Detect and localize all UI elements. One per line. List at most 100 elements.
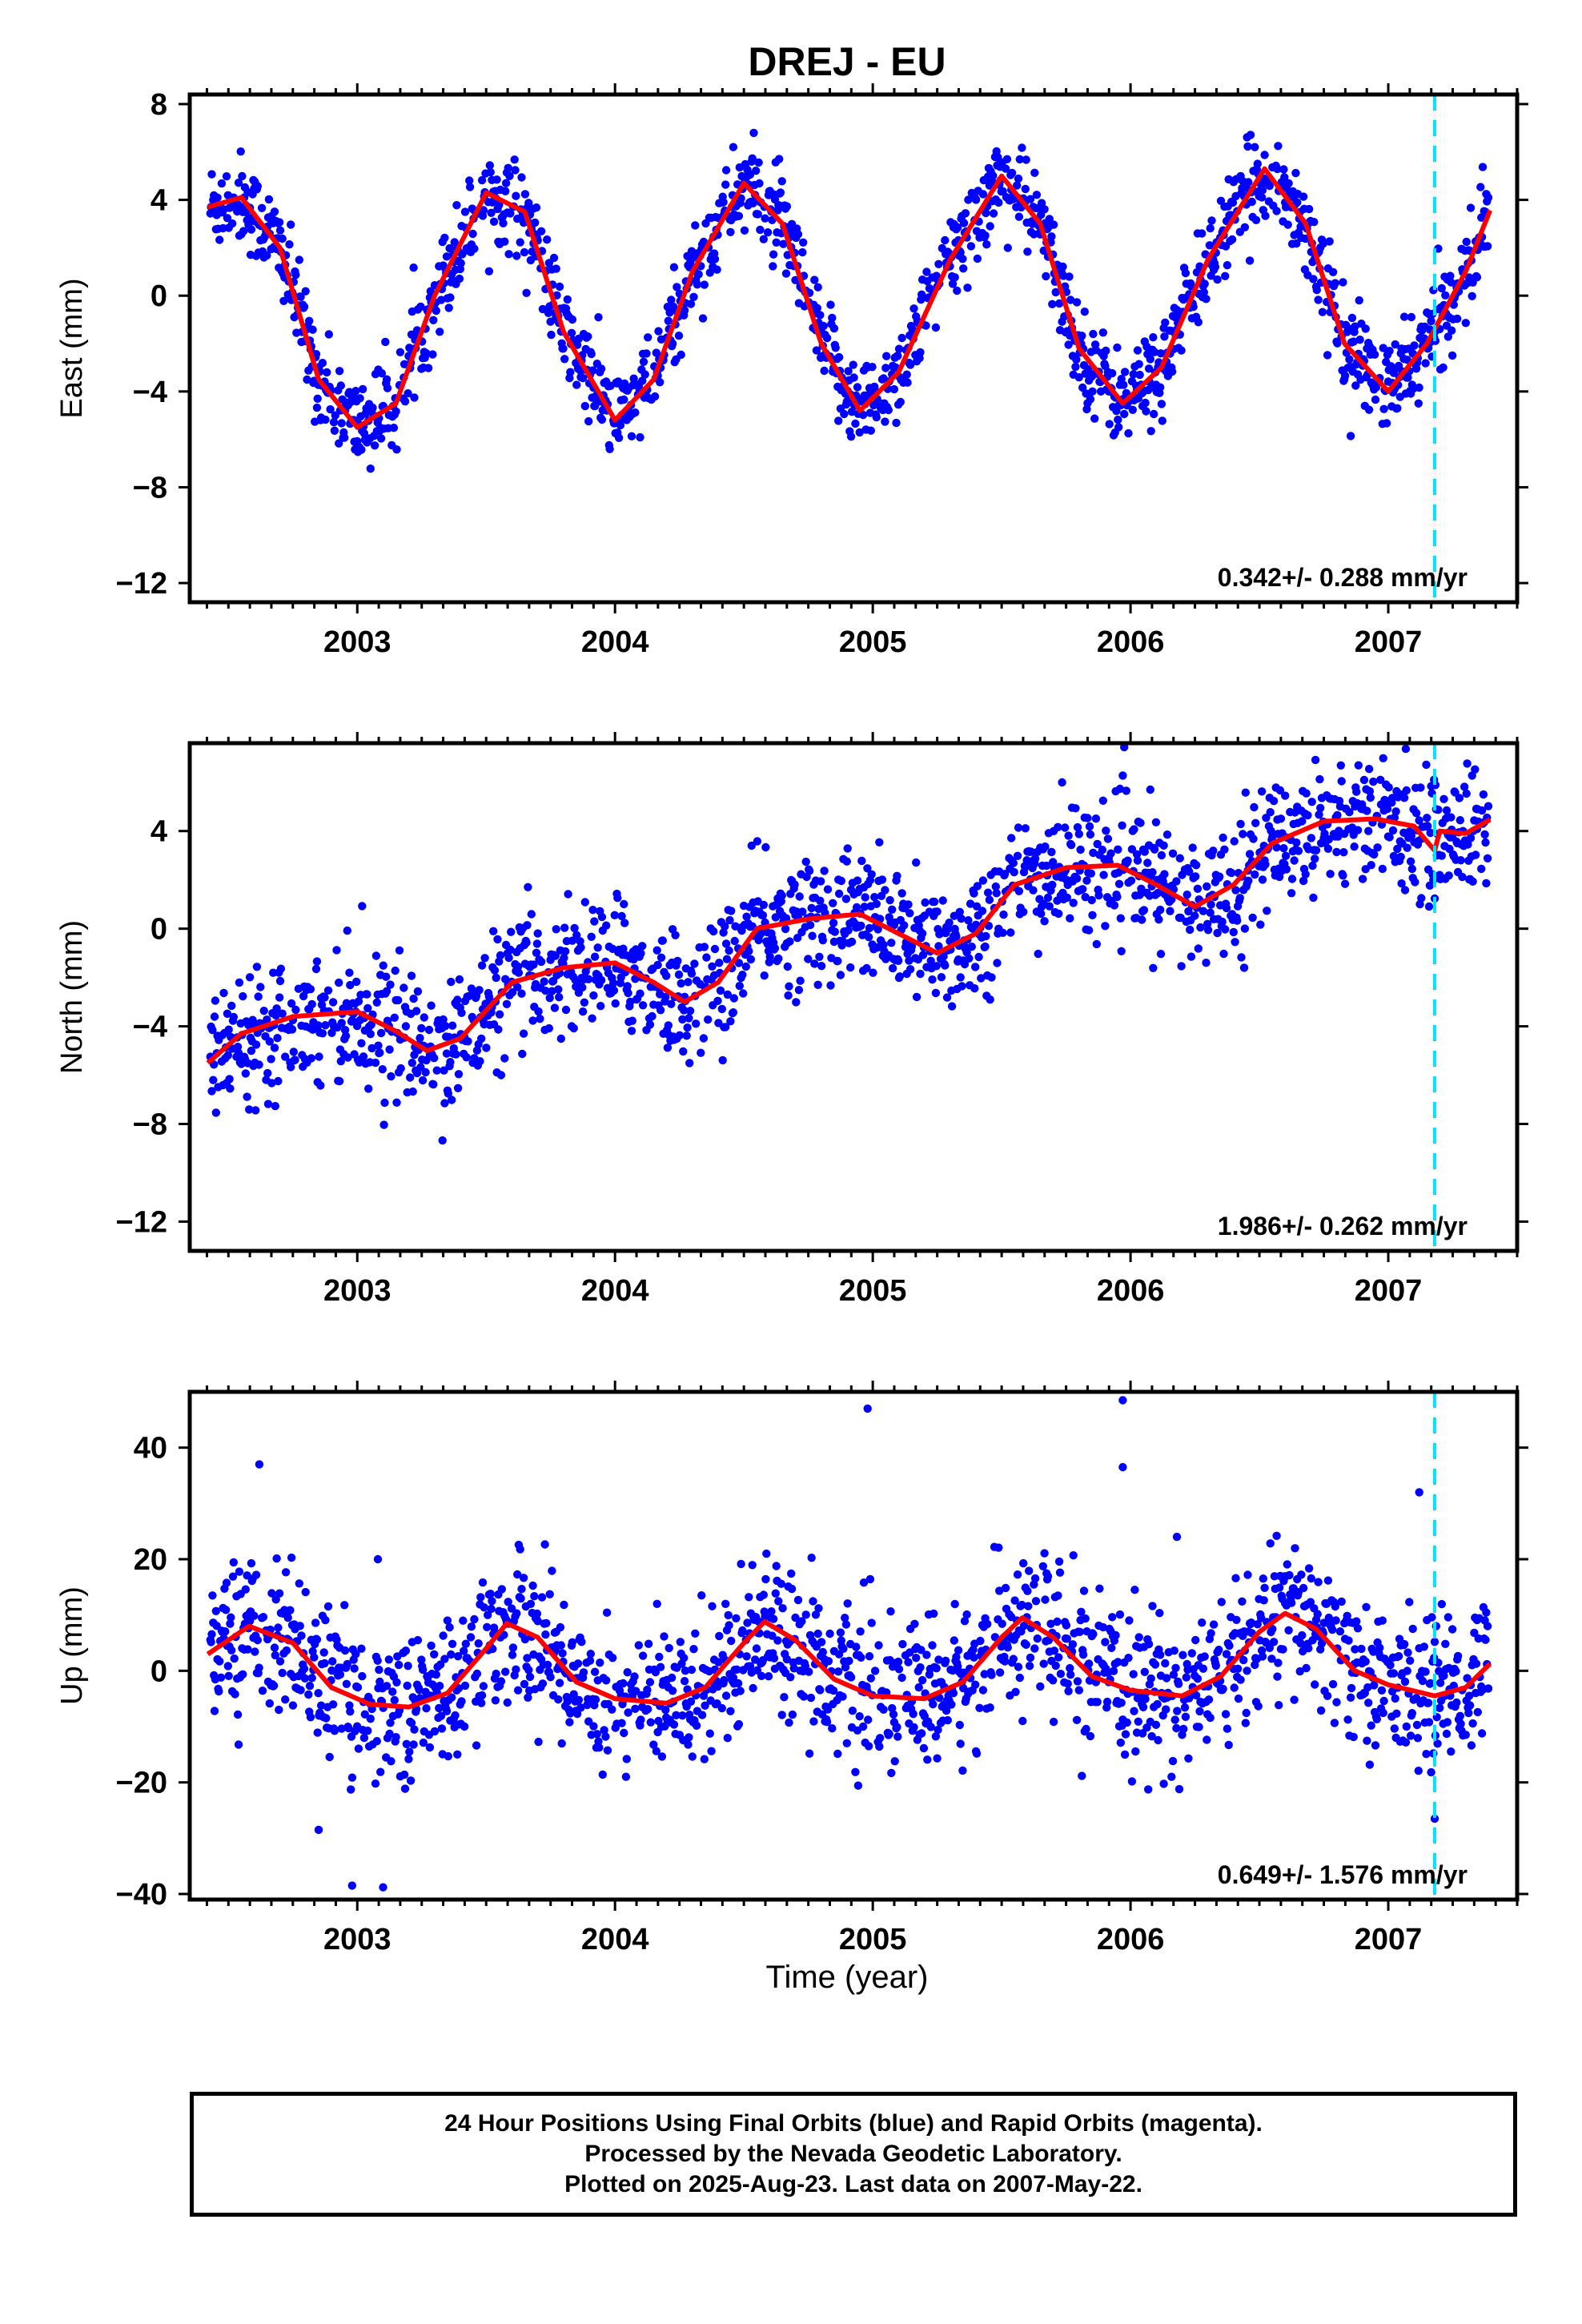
data-point — [1311, 854, 1319, 863]
data-point — [563, 295, 572, 304]
data-point — [1090, 414, 1099, 423]
data-point — [726, 227, 735, 236]
data-point — [1189, 303, 1198, 312]
data-point — [597, 912, 607, 922]
data-point — [1150, 409, 1158, 419]
data-point — [761, 1574, 770, 1584]
data-point — [287, 220, 295, 229]
data-point — [1318, 308, 1327, 316]
data-point — [1089, 1630, 1098, 1638]
data-point — [1460, 782, 1469, 791]
data-point — [890, 1757, 899, 1766]
data-point — [544, 259, 553, 267]
data-point — [745, 1593, 753, 1602]
data-point — [884, 405, 893, 415]
data-point — [254, 992, 263, 1001]
data-point — [337, 1019, 346, 1027]
data-point — [843, 1599, 852, 1608]
data-point — [1049, 1717, 1058, 1727]
data-point — [820, 866, 829, 875]
data-point — [790, 880, 799, 889]
data-point — [636, 949, 645, 958]
data-point — [981, 942, 990, 951]
data-point — [512, 191, 520, 200]
data-points — [206, 1396, 1493, 1892]
data-point — [223, 1009, 232, 1019]
data-point — [723, 990, 732, 999]
data-point — [733, 1679, 743, 1688]
data-point — [417, 1655, 426, 1664]
data-point — [1399, 312, 1409, 321]
data-point — [432, 306, 440, 316]
data-point — [418, 1665, 428, 1675]
data-point — [1105, 420, 1114, 428]
data-point — [866, 1674, 876, 1683]
data-point — [692, 1019, 701, 1028]
data-point — [545, 1590, 554, 1599]
data-point — [247, 1046, 256, 1055]
data-point — [1120, 1750, 1130, 1759]
data-point — [1337, 1597, 1346, 1606]
data-point — [807, 1554, 816, 1562]
data-point — [895, 972, 905, 981]
data-point — [1439, 794, 1448, 803]
y-tick-label: −8 — [133, 471, 167, 505]
data-point — [1407, 831, 1416, 840]
data-point — [527, 910, 536, 919]
data-point — [325, 1752, 334, 1762]
data-point — [544, 308, 553, 317]
data-point — [627, 1027, 636, 1035]
data-point — [716, 986, 725, 995]
data-point — [787, 1569, 796, 1578]
data-point — [247, 1558, 256, 1568]
data-point — [1352, 1617, 1361, 1626]
data-point — [426, 287, 435, 296]
data-point — [1290, 856, 1299, 865]
data-point — [1472, 850, 1480, 859]
data-point — [522, 938, 531, 947]
data-point — [853, 383, 862, 392]
data-point — [1207, 216, 1216, 225]
data-point — [1038, 1562, 1048, 1571]
data-point — [447, 1650, 456, 1659]
data-point — [603, 1746, 612, 1755]
data-point — [1013, 1570, 1022, 1579]
data-point — [1054, 1557, 1064, 1566]
data-point — [1031, 203, 1041, 213]
data-point — [848, 1707, 857, 1715]
fit-curve — [207, 166, 1492, 430]
data-point — [804, 955, 813, 963]
data-point — [787, 1584, 797, 1594]
data-point — [726, 1017, 735, 1026]
data-point — [510, 155, 519, 164]
data-point — [1129, 370, 1138, 379]
data-point — [291, 271, 300, 279]
data-point — [1478, 163, 1488, 171]
data-point — [211, 996, 220, 1005]
data-point — [729, 143, 738, 151]
data-point — [401, 1022, 411, 1031]
data-point — [770, 943, 780, 953]
data-point — [250, 1611, 259, 1620]
data-point — [786, 1673, 795, 1682]
data-point — [917, 929, 927, 938]
data-point — [610, 911, 619, 920]
data-point — [954, 1646, 963, 1655]
data-point — [225, 1075, 234, 1084]
data-point — [777, 1579, 785, 1588]
y-tick-label: −12 — [116, 567, 167, 601]
data-point — [1081, 1614, 1090, 1623]
data-point — [1138, 1729, 1147, 1738]
data-point — [344, 1723, 353, 1733]
data-point — [372, 998, 381, 1007]
data-point — [540, 1540, 549, 1549]
data-point — [784, 991, 793, 1000]
data-point — [460, 1647, 468, 1655]
data-point — [1130, 1586, 1139, 1594]
data-point — [223, 1051, 232, 1060]
data-point — [215, 1687, 223, 1696]
data-point — [525, 1672, 535, 1682]
data-point — [372, 1737, 381, 1746]
data-point — [1260, 1583, 1269, 1593]
data-point — [1251, 870, 1259, 879]
